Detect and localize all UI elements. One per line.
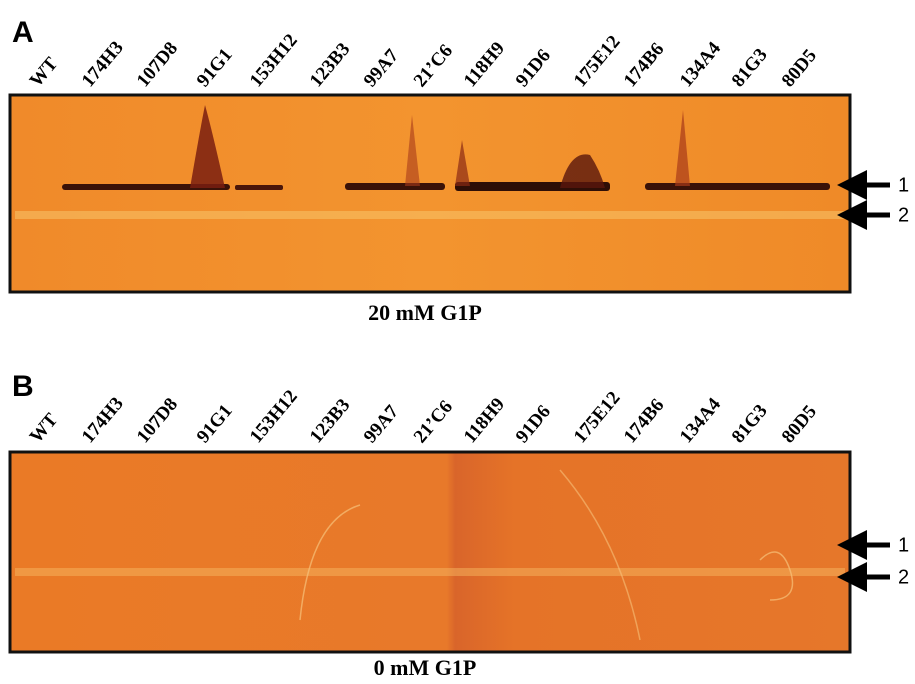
lane-label: 80D5 [778,45,821,91]
lane-label: 107D8 [133,38,182,91]
lane-label: 99A7 [360,401,404,447]
lane-labels: WT 174H3 107D8 91G1 153H12 123B3 99A7 21’C6 118H… [26,30,821,91]
lane-label: 118H9 [460,394,509,447]
lane-label: 91G1 [193,45,237,92]
panel-label: A [12,16,34,49]
arrow-label: 2 [898,204,909,226]
caption: 20 mM G1P [368,300,482,325]
caption: 0 mM G1P [374,655,477,680]
bands [15,469,845,641]
lane-label: 91G1 [193,401,237,448]
lane-label: 153H12 [246,30,302,91]
lane-label: 107D8 [133,394,182,447]
lane-label: WT [26,409,63,447]
lane-labels: WT 174H3 107D8 91G1 153H12 123B3 99A7 21’C6 118H… [26,386,821,447]
lane-label: 81G3 [728,401,772,448]
lane-label: WT [26,53,63,91]
lane-label: 118H9 [460,38,509,91]
lane-label: 175E12 [570,388,625,448]
lane-label: 174H3 [78,393,128,447]
lane-label: 175E12 [570,32,625,92]
arrow-label: 1 [898,534,909,556]
gel [8,93,852,294]
lane-label: 123B3 [306,395,355,447]
arrow-label: 1 [898,174,909,196]
lane-label: 21’C6 [410,397,457,448]
lane-label: 174B6 [620,395,669,447]
lane-label: 123B3 [306,39,355,91]
bands [15,105,845,219]
arrow-label: 2 [898,566,909,588]
lane-label: 174H3 [78,37,128,91]
lane-label: 134A4 [676,38,726,92]
lane-label: 99A7 [360,45,404,91]
lane-label: 80D5 [778,401,821,447]
gel [8,450,852,654]
lane-label: 21’C6 [410,41,457,92]
lane-label: 134A4 [676,394,726,448]
lane-label: 174B6 [620,39,669,91]
lane-label: 91D6 [512,45,555,91]
panel-label: B [12,370,34,403]
lane-label: 81G3 [728,45,772,92]
lane-label: 153H12 [246,386,302,447]
lane-label: 91D6 [512,401,555,447]
